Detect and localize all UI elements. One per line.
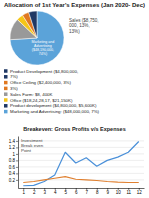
tick: 1 (12, 152, 18, 157)
tick-label: 10 (116, 190, 122, 195)
axis-line (18, 137, 19, 189)
legend-swatch (4, 92, 8, 96)
tick-label: 3 (43, 190, 46, 195)
chart-title: Breakeven: Gross Profits v/s Expenses (23, 126, 125, 132)
legend-swatch (4, 75, 8, 79)
tick-label: 5 (64, 190, 67, 195)
tick: 8 (96, 188, 99, 195)
tick-label: 1 (22, 190, 25, 195)
tick: 10 (116, 188, 122, 195)
tick-label: 0.4 (9, 171, 16, 176)
tick: 0.6 (9, 165, 18, 170)
text-line: Allocation of 1st Year's Expenses (Jan 2… (4, 2, 145, 8)
tick: 0.2 (9, 178, 18, 183)
tick-mark (16, 141, 18, 142)
legend-swatch (4, 81, 8, 85)
tick-label: 2 (33, 190, 36, 195)
tick-mark (16, 154, 18, 155)
tick-label: 1.4 (9, 139, 16, 144)
annotation: InvestmentBreak evenPoint (21, 138, 44, 153)
legend-swatch (4, 87, 8, 91)
slice-label: Sales ($8,750,000, 13%,13%) (69, 18, 99, 34)
legend-entry: Sales Farm: $8, 400K (10, 92, 53, 97)
legend-entry: Product development ($4,800,000, $5,600K… (10, 103, 97, 108)
tick-label: 0.2 (9, 178, 16, 183)
tick-label: 1 (12, 152, 15, 157)
x-axis: 123456789101112 (19, 188, 145, 195)
line-series (23, 177, 139, 183)
tick: 5 (64, 188, 67, 195)
tick-mark (16, 167, 18, 168)
legend-entry: 3%) (10, 86, 18, 91)
legend-entry: Marketing and Advertising: ($48,000,000,… (10, 109, 100, 114)
legend-entry: Office Ceiling ($2,400,000, 3%) (10, 80, 71, 85)
grid-line (18, 166, 144, 167)
tick: 3 (43, 188, 46, 195)
tick: 1.4 (9, 139, 18, 144)
text-line: 74%) (39, 52, 47, 56)
lines (23, 142, 139, 186)
tick: 0.4 (9, 171, 18, 176)
pie-slice (10, 11, 64, 65)
legend-entry: Product Development ($4,800,000, (10, 69, 78, 74)
tick: 0.8 (9, 158, 18, 163)
tick-label: 9 (106, 190, 109, 195)
slice-label: Marketing andAdvertising($48,190,000,74%… (32, 40, 55, 57)
legend-swatch (4, 110, 8, 114)
pie-slice (29, 11, 37, 38)
pie-slices (10, 11, 64, 65)
tick-mark (16, 173, 18, 174)
tick: 6 (75, 188, 78, 195)
legend-swatch (4, 98, 8, 102)
tick: 4 (54, 188, 57, 195)
tick-label: 1.2 (9, 145, 16, 150)
legend-swatch (4, 104, 8, 108)
chart-container: Allocation of 1st Year's Expenses (Jan 2… (0, 0, 149, 198)
pie-chart: Allocation of 1st Year's Expenses (Jan 2… (4, 2, 145, 114)
text-line: Sales ($8,750, (69, 18, 99, 23)
tick-label: 7 (85, 190, 88, 195)
legend-entry: Office ($18,24,28,17, $21,150K) (10, 98, 73, 103)
tick-mark (16, 147, 18, 148)
y-axis: 0.2 0.40.6 0.81 1.21.4 (9, 137, 19, 189)
tick-label: 6 (75, 190, 78, 195)
tick-mark (16, 180, 18, 181)
tick: 1.2 (9, 145, 18, 150)
line-chart: Breakeven: Gross Profits v/s Expenses123… (9, 126, 145, 195)
text-line: Point (21, 148, 32, 153)
text-line: 000, 13%, (69, 23, 90, 28)
tick: 1 (22, 188, 25, 195)
tick-mark (16, 160, 18, 161)
tick: 7 (85, 188, 88, 195)
tick-label: 8 (96, 190, 99, 195)
text-line: Breakeven: Gross Profits v/s Expenses (23, 126, 125, 132)
tick-label: 0.8 (9, 158, 16, 163)
legend: Product Development ($4,800,000,7%)Offic… (4, 69, 100, 115)
tick: 2 (33, 188, 36, 195)
text-line: 13%) (69, 29, 80, 34)
tick-label: 4 (54, 190, 57, 195)
chart-svg: Allocation of 1st Year's Expenses (Jan 2… (0, 0, 149, 198)
line-series (23, 142, 139, 186)
axis-line (19, 188, 145, 189)
tick-label: 0.6 (9, 165, 16, 170)
chart-title: Allocation of 1st Year's Expenses (Jan 2… (4, 2, 145, 8)
tick: 12 (137, 188, 143, 195)
tick: 11 (126, 188, 131, 195)
legend-swatch (4, 69, 8, 73)
legend-entry: 7%) (10, 74, 18, 79)
tick-label: 11 (126, 190, 131, 195)
tick-label: 12 (137, 190, 143, 195)
tick: 9 (106, 188, 109, 195)
grid-line (18, 173, 144, 174)
